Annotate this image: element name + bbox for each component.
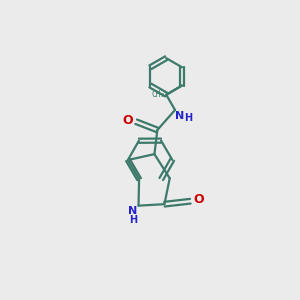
Text: H: H <box>129 215 137 225</box>
Text: H: H <box>184 113 193 123</box>
Text: CH₃: CH₃ <box>151 90 165 99</box>
Text: O: O <box>193 193 204 206</box>
Text: O: O <box>122 114 133 127</box>
Text: N: N <box>175 111 184 121</box>
Text: N: N <box>128 206 137 216</box>
